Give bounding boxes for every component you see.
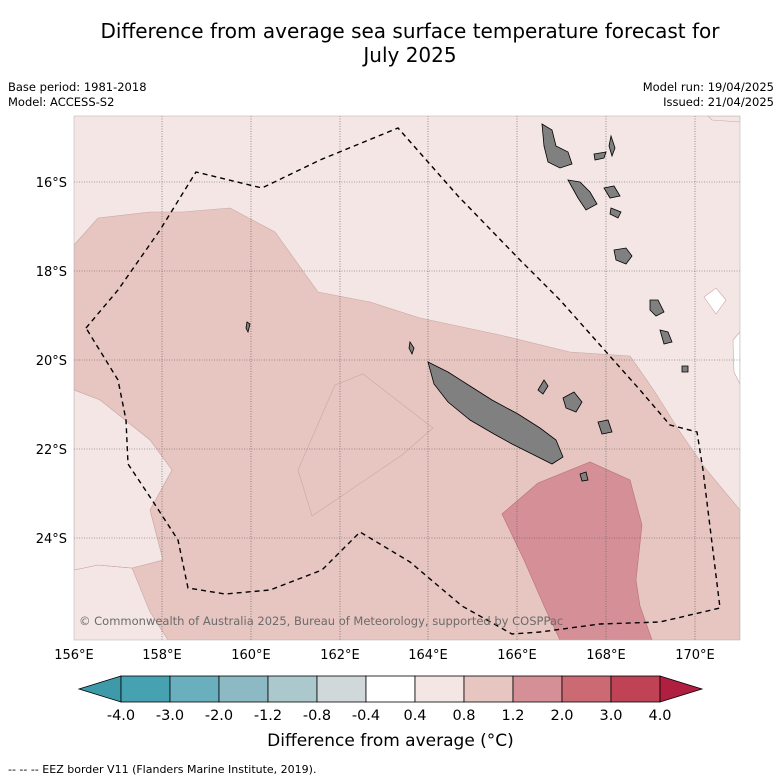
latitude-ticks: 16°S 18°S 20°S 22°S 24°S xyxy=(36,176,67,547)
anomaly-near-average-patch xyxy=(703,287,727,315)
copyright-notice: © Commonwealth of Australia 2025, Bureau… xyxy=(79,614,564,628)
vanuatu-espiritu-santo xyxy=(541,123,573,169)
model-name: Model: ACCESS-S2 xyxy=(8,95,115,109)
lon-tick-label: 164°E xyxy=(408,648,448,663)
lat-tick-label: 16°S xyxy=(36,176,67,191)
colorbar-tick-label: -0.4 xyxy=(352,708,380,724)
vanuatu-aneityum xyxy=(681,365,689,373)
base-period: Base period: 1981-2018 xyxy=(8,80,147,94)
vanuatu-efate xyxy=(613,247,633,265)
vanuatu-erromango xyxy=(649,299,665,317)
anomaly-band-1.2-2.0 xyxy=(501,461,653,640)
colorbar-segment xyxy=(365,675,416,703)
colorbar-tick-label: 0.8 xyxy=(452,708,475,724)
colorbar-segment xyxy=(120,675,171,703)
meta-left: Base period: 1981-2018 Model: ACCESS-S2 xyxy=(8,80,147,110)
lon-tick-label: 168°E xyxy=(586,648,626,663)
colorbar-tick-label: -1.2 xyxy=(254,708,282,724)
colorbar-extend-high xyxy=(659,675,704,703)
colorbar-tick-label: -0.8 xyxy=(303,708,331,724)
lat-tick-label: 22°S xyxy=(36,443,67,458)
lon-tick-label: 160°E xyxy=(231,648,271,663)
colorbar-tick-label: -2.0 xyxy=(205,708,233,724)
new-caledonia-island xyxy=(427,361,564,465)
colorbar-extend-low xyxy=(77,675,122,703)
loyalty-island-2 xyxy=(562,391,583,413)
land-masses xyxy=(245,123,689,482)
vanuatu-maewo xyxy=(593,151,607,161)
lat-tick-label: 24°S xyxy=(36,532,67,547)
anomaly-band-0.4-0.8-west xyxy=(74,389,173,571)
map-title-line-1: Difference from average sea surface temp… xyxy=(100,19,720,43)
colorbar xyxy=(77,675,704,703)
model-run: Model run: 19/04/2025 xyxy=(642,80,774,94)
lat-tick-label: 18°S xyxy=(36,265,67,280)
meta-right: Model run: 19/04/2025 Issued: 21/04/2025 xyxy=(643,80,774,110)
map-area xyxy=(74,116,740,640)
lon-tick-label: 162°E xyxy=(320,648,360,663)
colorbar-segment xyxy=(267,675,318,703)
colorbar-tick-label: -4.0 xyxy=(107,708,135,724)
lon-tick-label: 170°E xyxy=(675,648,715,663)
colorbar-title: Difference from average (°C) xyxy=(267,731,514,751)
eez-legend-footnote: -- -- -- EEZ border V11 (Flanders Marine… xyxy=(8,763,317,776)
loyalty-island-3 xyxy=(597,419,613,435)
map-frame xyxy=(73,115,741,641)
vanuatu-malakula xyxy=(567,179,598,211)
chesterfield-islet xyxy=(245,321,251,334)
gridlines xyxy=(74,116,740,640)
colorbar-segment xyxy=(463,675,514,703)
colorbar-segment xyxy=(414,675,465,703)
colorbar-tick-label: 1.2 xyxy=(501,708,524,724)
vanuatu-tanna xyxy=(659,329,673,345)
vanuatu-ambrym xyxy=(603,185,621,199)
map-title-line-2: July 2025 xyxy=(363,43,457,67)
colorbar-segment xyxy=(169,675,220,703)
lon-tick-label: 158°E xyxy=(142,648,182,663)
lat-tick-label: 20°S xyxy=(36,354,67,369)
map-title: Difference from average sea surface temp… xyxy=(40,19,780,67)
colorbar-labels: -4.0 -3.0 -2.0 -1.2 -0.8 -0.4 0.4 0.8 1.2 2.0 3.0 4… xyxy=(107,708,672,724)
eez-border-line xyxy=(85,127,721,635)
colorbar-segment xyxy=(561,675,612,703)
vanuatu-epi xyxy=(609,207,622,219)
colorbar-tick-label: 4.0 xyxy=(648,708,671,724)
lon-tick-label: 166°E xyxy=(497,648,537,663)
longitude-ticks: 156°E 158°E 160°E 162°E 164°E 166°E 168°… xyxy=(54,648,715,663)
issued-date: Issued: 21/04/2025 xyxy=(663,95,774,109)
belep-island xyxy=(408,340,415,356)
vanuatu-pentecost xyxy=(608,134,616,158)
loyalty-island-1 xyxy=(537,379,549,395)
anomaly-near-average-edge xyxy=(732,331,740,385)
isle-of-pines xyxy=(579,471,589,482)
colorbar-segment xyxy=(316,675,367,703)
warm-anomaly-patch xyxy=(707,116,740,123)
colorbar-tick-label: 3.0 xyxy=(599,708,622,724)
colorbar-segment xyxy=(218,675,269,703)
colorbar-tick-label: -3.0 xyxy=(156,708,184,724)
colorbar-segment xyxy=(512,675,563,703)
colorbar-segment xyxy=(610,675,661,703)
lon-tick-label: 156°E xyxy=(54,648,94,663)
colorbar-tick-label: 2.0 xyxy=(550,708,573,724)
colorbar-tick-label: 0.4 xyxy=(403,708,426,724)
